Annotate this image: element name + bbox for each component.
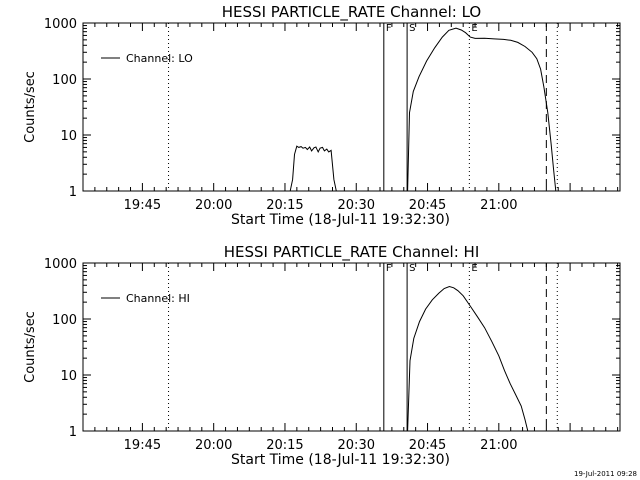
x-tick-label: 20:15 xyxy=(266,198,303,213)
chart-panel-1: HESSI PARTICLE_RATE Channel: HI 19:45 20:0… xyxy=(23,243,621,468)
marker-label: F xyxy=(386,263,392,274)
x-tick-label: 21:00 xyxy=(480,438,517,453)
series-line-1 xyxy=(407,27,557,192)
x-tick-label: 19:45 xyxy=(124,438,161,453)
x-tick-label: 20:30 xyxy=(338,198,375,213)
y-tick-label: 1 xyxy=(69,185,77,200)
marker-label: S xyxy=(409,263,415,274)
series-line-0 xyxy=(407,285,529,432)
chart-panel-0: HESSI PARTICLE_RATE Channel: LO 19:45 20:0… xyxy=(23,3,621,228)
series-line-0 xyxy=(289,145,337,192)
plot-frame xyxy=(82,262,621,432)
x-tick-label: 20:00 xyxy=(195,198,232,213)
x-axis-label: Start Time (18-Jul-11 19:32:30) xyxy=(231,212,450,228)
marker-label: S xyxy=(409,23,415,34)
x-tick-label: 20:15 xyxy=(266,438,303,453)
y-tick-label: 1000 xyxy=(44,17,77,32)
plot-frame xyxy=(82,22,621,192)
y-tick-label: 1 xyxy=(69,425,77,440)
y-tick-label: 10 xyxy=(60,369,77,384)
y-tick-label: 1000 xyxy=(44,257,77,272)
y-axis-label: Counts/sec xyxy=(23,71,38,143)
y-tick-label: 10 xyxy=(60,129,77,144)
x-tick-label: 20:00 xyxy=(195,438,232,453)
x-axis-label: Start Time (18-Jul-11 19:32:30) xyxy=(231,452,450,468)
y-tick-label: 100 xyxy=(52,73,77,88)
x-tick-label: 20:45 xyxy=(409,438,446,453)
legend-label: Channel: HI xyxy=(126,292,190,305)
y-axis-label: Counts/sec xyxy=(23,311,38,383)
x-tick-label: 21:00 xyxy=(480,198,517,213)
x-tick-label: 20:45 xyxy=(409,198,446,213)
legend-label: Channel: LO xyxy=(126,52,193,65)
footer-timestamp: 19-Jul-2011 09:28 xyxy=(574,470,637,478)
y-tick-label: 100 xyxy=(52,313,77,328)
marker-label: E xyxy=(471,263,477,274)
x-tick-label: 20:30 xyxy=(338,438,375,453)
chart-title: HESSI PARTICLE_RATE Channel: HI xyxy=(224,243,480,262)
marker-label: F xyxy=(386,23,392,34)
x-tick-label: 19:45 xyxy=(124,198,161,213)
marker-label: E xyxy=(471,23,477,34)
chart-title: HESSI PARTICLE_RATE Channel: LO xyxy=(222,3,481,22)
